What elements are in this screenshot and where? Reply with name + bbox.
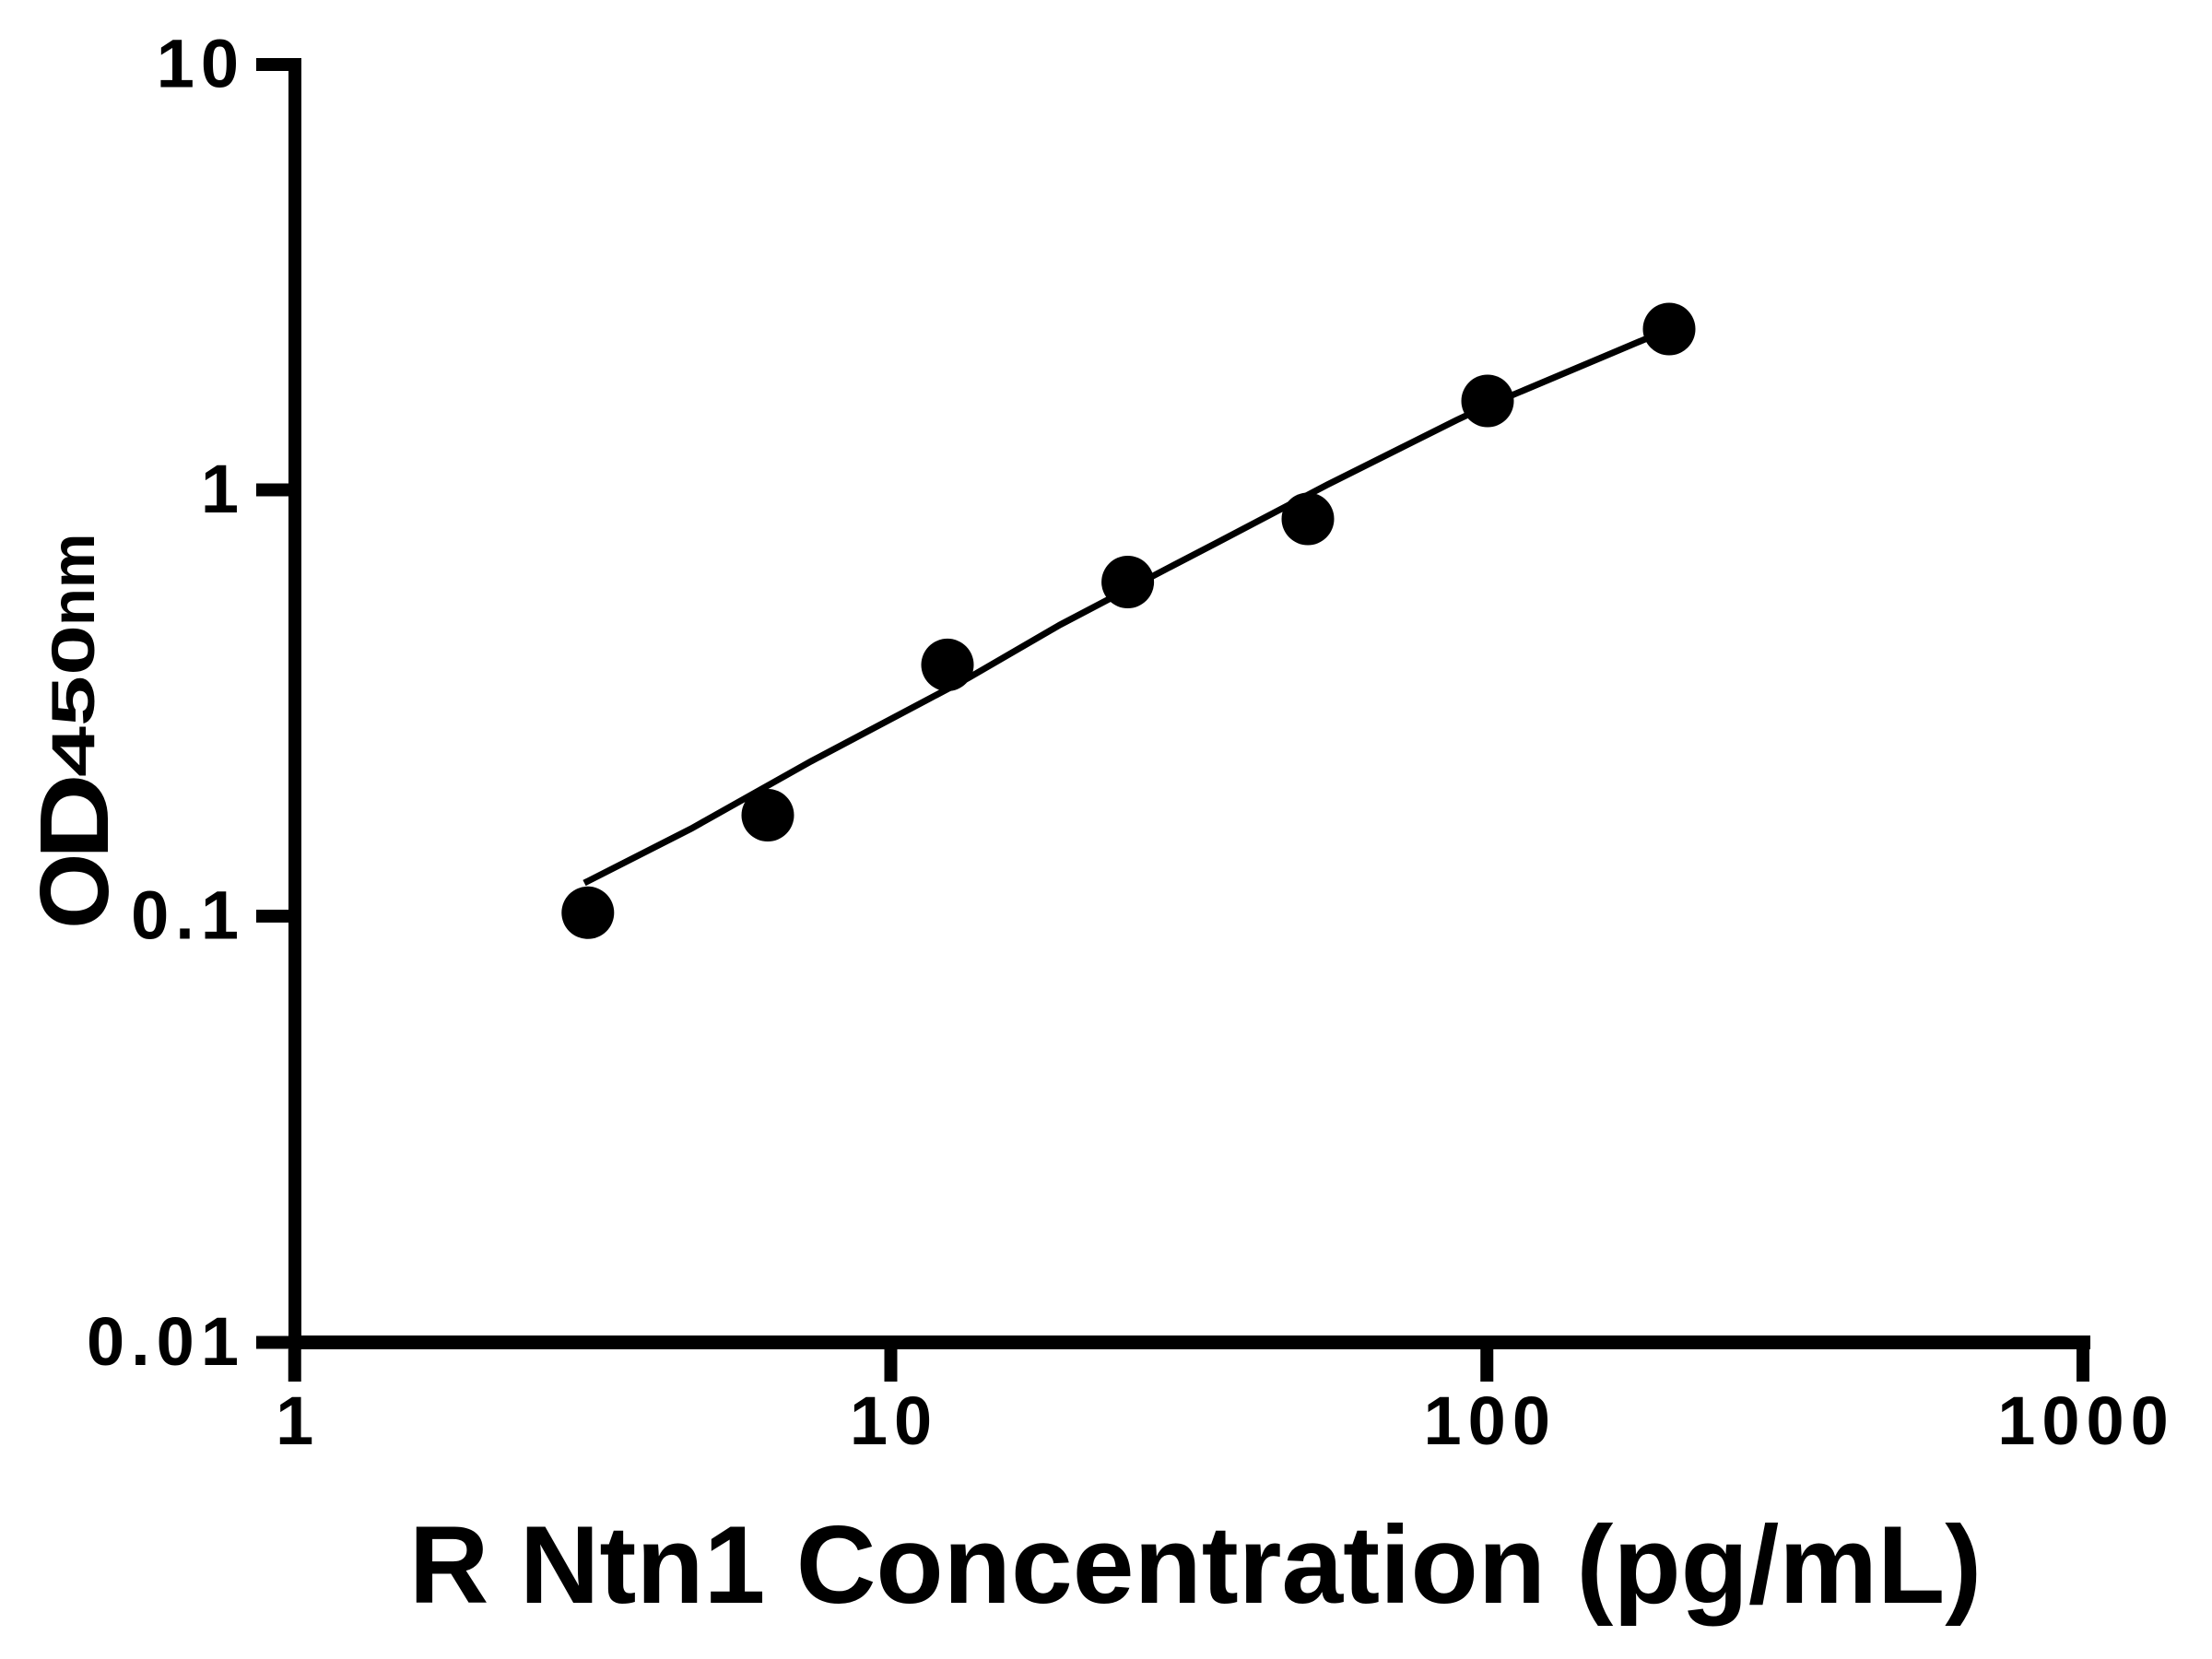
svg-text:450: 450 — [39, 625, 107, 777]
svg-text:1: 1 — [276, 1382, 320, 1459]
svg-text:10: 10 — [157, 26, 245, 102]
svg-text:1000: 1000 — [1997, 1382, 2175, 1459]
svg-text:O: O — [20, 853, 129, 929]
svg-text:0.1: 0.1 — [131, 877, 245, 954]
svg-text:1: 1 — [201, 451, 245, 527]
svg-text:10: 10 — [850, 1382, 938, 1459]
svg-text:nm: nm — [39, 534, 108, 627]
svg-text:R Ntn1 Concentration (pg/mL): R Ntn1 Concentration (pg/mL) — [409, 1503, 1983, 1627]
svg-text:0.01: 0.01 — [87, 1303, 245, 1380]
svg-text:D: D — [20, 773, 130, 860]
svg-text:100: 100 — [1424, 1382, 1557, 1459]
